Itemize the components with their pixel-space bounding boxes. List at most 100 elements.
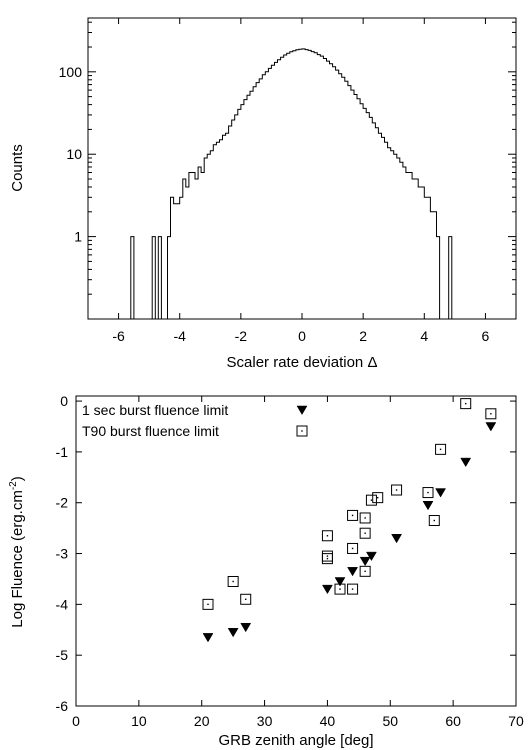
scatter-x-tick-label: 0 xyxy=(72,713,80,729)
t90-limit-point xyxy=(347,583,359,595)
one-sec-limit-point xyxy=(485,422,497,432)
point-dot xyxy=(232,580,234,583)
histogram-y-tick-label: 10 xyxy=(66,146,82,162)
point-dot xyxy=(427,491,429,494)
point-square xyxy=(227,575,239,587)
t90-limit-point xyxy=(321,553,333,565)
legend-label: 1 sec burst fluence limit xyxy=(82,402,228,418)
point-dot xyxy=(326,535,329,537)
point-square xyxy=(347,583,359,595)
t90-limit-point xyxy=(365,494,377,506)
t90-limit-point xyxy=(422,487,434,499)
scatter-x-axis-label: GRB zenith angle [deg] xyxy=(218,732,373,749)
scatter-ticks: 0 10 20 30 40 50 60 70 -6 -5 -4 -3 -2 -1 0 xyxy=(56,393,524,729)
point-dot xyxy=(351,514,354,517)
point-square xyxy=(372,492,384,504)
scatter-y-axis-label: Log Fluence (erg.cm-2) xyxy=(8,476,26,627)
histogram-x-tick-label: 0 xyxy=(298,328,306,344)
point-dot xyxy=(370,499,373,501)
histogram-chart: -6 -4 -2 0 2 4 6 1 10 100 Scaler rate deviation Δ… xyxy=(9,17,517,371)
t90-limit-point xyxy=(240,593,252,605)
histogram-y-tick-label: 100 xyxy=(59,64,83,80)
point-square xyxy=(321,553,333,565)
histogram-x-tick-label: 6 xyxy=(482,328,490,344)
point-square xyxy=(347,542,359,554)
histogram-bars xyxy=(130,48,453,319)
point-dot xyxy=(377,496,379,499)
t90-limit-point xyxy=(359,565,371,577)
point-dot xyxy=(245,598,247,600)
t90-limit-point xyxy=(485,408,497,420)
scatter-x-tick-label: 50 xyxy=(382,713,398,729)
legend-label: T90 burst fluence limit xyxy=(82,423,219,439)
scatter-x-tick-label: 60 xyxy=(445,713,461,729)
t90-limit-point xyxy=(460,398,472,410)
one-sec-limit-point xyxy=(460,457,472,468)
point-dot xyxy=(301,430,303,432)
one-sec-limit-point xyxy=(435,488,447,498)
histogram-x-axis-label: Scaler rate deviation Δ xyxy=(227,354,378,371)
point-square xyxy=(321,530,333,542)
one-sec-limit-point xyxy=(365,551,377,562)
scatter-legend: 1 sec burst fluence limit T90 burst fluen… xyxy=(82,402,308,439)
one-sec-limit-point xyxy=(334,577,346,587)
scatter-y-tick-label: 0 xyxy=(60,393,68,409)
t90-limit-point xyxy=(227,575,239,587)
scatter-y-tick-label: -3 xyxy=(56,546,69,562)
one-sec-limit-point xyxy=(347,567,359,577)
one-sec-limit-point xyxy=(227,628,239,638)
point-square xyxy=(296,425,308,437)
t90-limit-point xyxy=(321,530,333,542)
point-square xyxy=(485,408,497,420)
t90-limit-point xyxy=(359,512,371,524)
t90-limit-point xyxy=(435,443,447,455)
point-square xyxy=(347,509,359,521)
t90-limit-point xyxy=(391,484,403,496)
one-sec-limit-point xyxy=(391,534,403,544)
legend-triangle-marker xyxy=(296,405,308,415)
point-dot xyxy=(364,532,366,534)
scatter-x-tick-label: 30 xyxy=(257,713,273,729)
histogram-x-tick-label: 4 xyxy=(420,328,428,344)
t90-limit-point xyxy=(359,527,371,539)
point-square xyxy=(365,494,377,506)
point-square xyxy=(359,527,371,539)
point-dot xyxy=(433,519,435,522)
one-sec-limit-point xyxy=(321,584,333,595)
point-dot xyxy=(351,588,354,590)
point-square xyxy=(422,487,434,499)
point-dot xyxy=(364,570,366,573)
histogram-y-tick-label: 1 xyxy=(74,229,82,245)
point-dot xyxy=(326,555,329,557)
t90-limit-point xyxy=(347,542,359,554)
one-sec-limit-point xyxy=(422,501,434,511)
point-dot xyxy=(439,448,442,451)
histogram-x-tick-label: -6 xyxy=(112,328,125,344)
point-dot xyxy=(351,547,354,550)
t90-limit-point xyxy=(372,492,384,504)
point-square xyxy=(359,512,371,524)
histogram-ticks: -6 -4 -2 0 2 4 6 1 10 100 xyxy=(59,18,516,344)
point-dot xyxy=(490,413,492,415)
scatter-y-tick-label: -5 xyxy=(56,647,69,663)
fluence-scatter-chart: 0 10 20 30 40 50 60 70 -6 -5 -4 -3 -2 -1 0 1 sec burst… xyxy=(8,393,524,749)
scatter-y-axis-label-end: ) xyxy=(9,476,26,481)
scatter-x-tick-label: 10 xyxy=(131,713,147,729)
histogram-x-tick-label: 2 xyxy=(359,328,367,344)
t90-limit-point xyxy=(202,598,214,610)
legend-square-marker xyxy=(296,425,308,437)
t90-limit-point xyxy=(321,550,333,562)
histogram-x-tick-label: -2 xyxy=(235,328,248,344)
scatter-y-axis-label-main: Log Fluence (erg.cm xyxy=(9,490,26,628)
scatter-y-tick-label: -2 xyxy=(56,495,69,511)
scatter-y-tick-label: -1 xyxy=(56,444,69,460)
point-square xyxy=(428,515,440,527)
scatter-x-tick-label: 70 xyxy=(508,713,524,729)
histogram-x-tick-label: -4 xyxy=(173,328,186,344)
point-dot xyxy=(465,402,467,405)
scatter-x-tick-label: 40 xyxy=(320,713,336,729)
scatter-x-tick-label: 20 xyxy=(194,713,210,729)
scatter-points xyxy=(202,398,497,643)
scatter-y-tick-label: -6 xyxy=(56,698,69,714)
